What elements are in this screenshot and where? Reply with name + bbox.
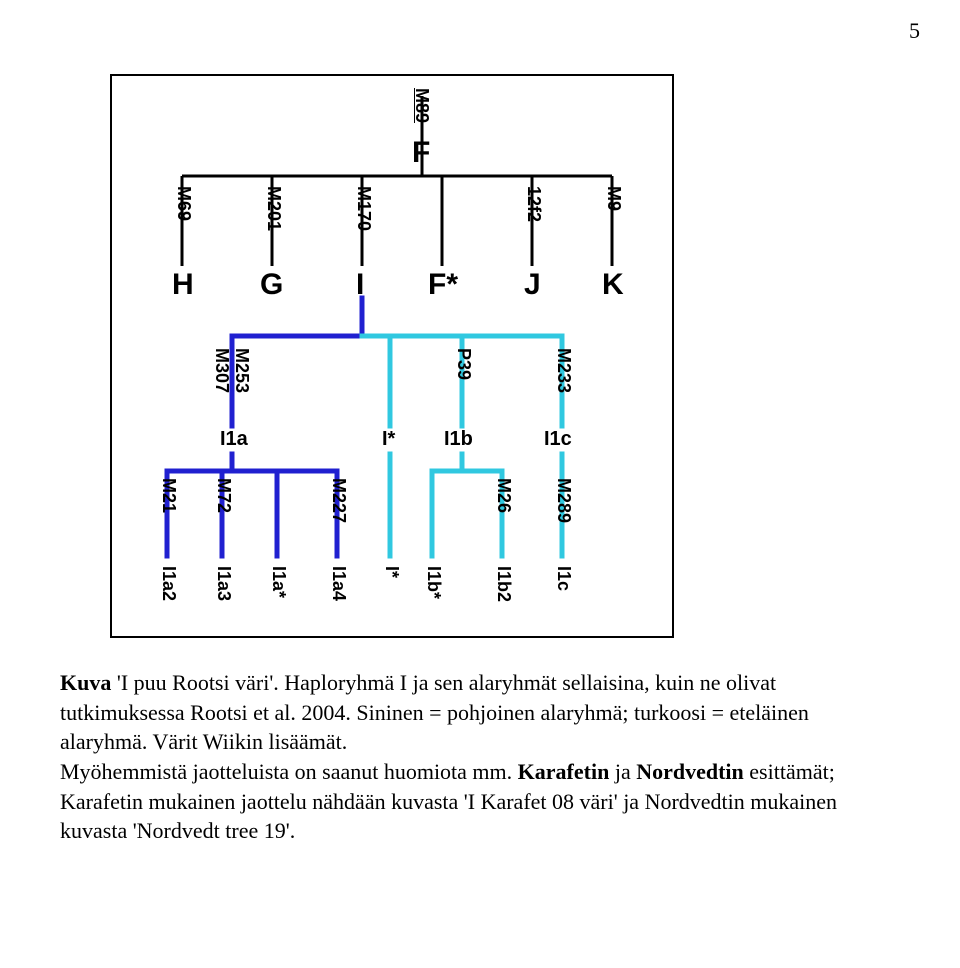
node-Istar: I* xyxy=(382,428,395,451)
caption-title-quote: 'I puu Rootsi väri' xyxy=(117,670,273,695)
marker-M89: M89 xyxy=(411,88,432,123)
leaf-I1b2: I1b2 xyxy=(493,566,514,602)
leaf-Istar: I* xyxy=(381,566,402,578)
leaf-I1a4: I1a4 xyxy=(328,566,349,601)
node-I1a: I1a xyxy=(220,428,248,451)
caption-kuva: Kuva xyxy=(60,670,117,695)
leaf-I1a2: I1a2 xyxy=(158,566,179,601)
caption: Kuva 'I puu Rootsi väri'. Haploryhmä I j… xyxy=(0,638,940,846)
marker-M233: M233 xyxy=(553,348,574,393)
caption-part2c: ja xyxy=(609,759,636,784)
caption-bold-karafetin: Karafetin xyxy=(518,759,610,784)
marker-M72: M72 xyxy=(213,478,234,513)
node-J: J xyxy=(524,268,541,302)
caption-part2a: Myöhemmistä jaotteluista on saanut huomi… xyxy=(60,759,518,784)
caption-bold-nordvedtin: Nordvedtin xyxy=(636,759,744,784)
node-I: I xyxy=(356,268,364,302)
marker-M253: M253 xyxy=(231,348,252,393)
marker-M201: M201 xyxy=(263,186,284,231)
page-number: 5 xyxy=(0,0,960,44)
root-F: F xyxy=(412,136,430,170)
tree-figure: M89 F M69 M201 M170 12f2 M9 H G I F* J K… xyxy=(110,74,674,638)
tree-svg xyxy=(112,76,668,632)
marker-P39: P39 xyxy=(453,348,474,380)
node-G: G xyxy=(260,268,283,302)
marker-M307: M307 xyxy=(211,348,232,393)
node-K: K xyxy=(602,268,624,302)
marker-M9: M9 xyxy=(603,186,624,211)
leaf-I1bstar: I1b* xyxy=(423,566,444,599)
node-H: H xyxy=(172,268,194,302)
node-I1c: I1c xyxy=(544,428,572,451)
marker-M21: M21 xyxy=(158,478,179,513)
leaf-I1c: I1c xyxy=(553,566,574,591)
leaf-I1a3: I1a3 xyxy=(213,566,234,601)
node-I1b: I1b xyxy=(444,428,473,451)
leaf-I1astar: I1a* xyxy=(268,566,289,598)
node-Fstar: F* xyxy=(428,268,458,302)
marker-M69: M69 xyxy=(173,186,194,221)
marker-M289: M289 xyxy=(553,478,574,523)
marker-M26: M26 xyxy=(493,478,514,513)
marker-M227: M227 xyxy=(328,478,349,523)
marker-12f2: 12f2 xyxy=(523,186,544,222)
marker-M170: M170 xyxy=(353,186,374,231)
